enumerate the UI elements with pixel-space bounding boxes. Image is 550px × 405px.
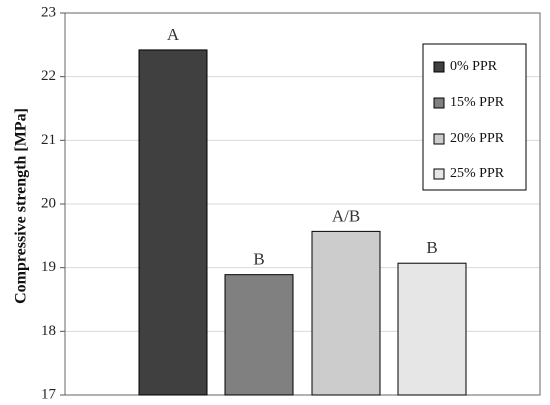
legend-swatch bbox=[433, 61, 445, 73]
bar-20-ppr bbox=[311, 230, 381, 396]
bar-15-ppr bbox=[224, 274, 294, 396]
y-tick-label: 23 bbox=[41, 4, 56, 20]
legend-entry: 20% PPR bbox=[450, 131, 505, 146]
y-tick-label: 20 bbox=[41, 195, 56, 211]
legend: 0% PPR 15% PPR 20% PPR 25% PPR bbox=[422, 43, 527, 191]
y-axis-ticks: 17 18 19 20 21 22 23 bbox=[41, 4, 65, 402]
bar-25-ppr bbox=[397, 262, 467, 396]
y-tick-label: 21 bbox=[41, 132, 56, 148]
y-tick-label: 18 bbox=[41, 323, 56, 339]
group-letter-label: B bbox=[253, 250, 264, 269]
legend-entry: 0% PPR bbox=[450, 59, 498, 74]
group-letter-label: B bbox=[426, 238, 437, 257]
bar-0-ppr bbox=[138, 49, 208, 396]
group-letter-label: A bbox=[167, 25, 180, 44]
legend-swatch bbox=[433, 133, 445, 145]
y-axis-label: Compressive strength [MPa] bbox=[13, 108, 30, 304]
y-tick-label: 22 bbox=[41, 68, 56, 84]
legend-swatch bbox=[433, 97, 445, 109]
legend-swatch bbox=[433, 168, 445, 180]
group-letter-label: A/B bbox=[332, 206, 360, 225]
group-labels: A B A/B B bbox=[167, 25, 438, 269]
legend-entry: 25% PPR bbox=[450, 166, 505, 181]
y-tick-label: 17 bbox=[41, 386, 57, 402]
y-tick-label: 19 bbox=[41, 259, 56, 275]
legend-entry: 15% PPR bbox=[450, 95, 505, 110]
bars bbox=[138, 49, 467, 396]
legend-box bbox=[422, 43, 527, 191]
